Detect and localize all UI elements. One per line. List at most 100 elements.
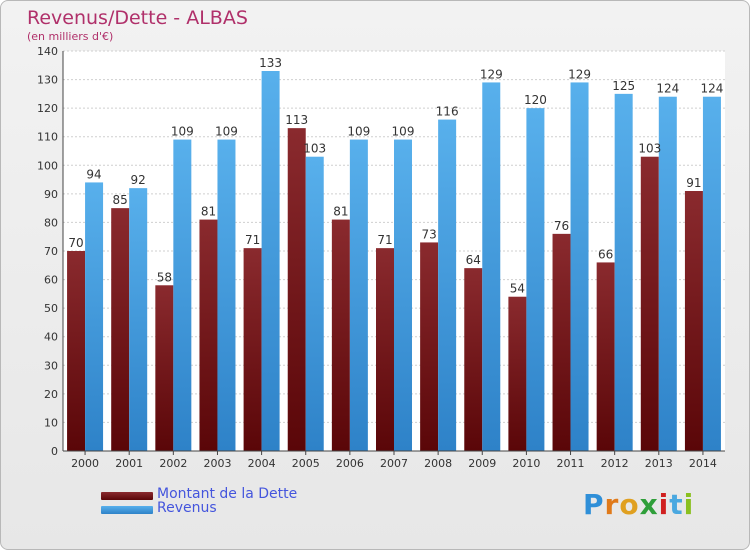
bar-debt-2005 — [287, 128, 306, 451]
y-tick-label: 10 — [44, 416, 58, 429]
value-label-debt-2012: 66 — [598, 247, 613, 261]
y-tick-label: 60 — [44, 274, 58, 287]
bar-debt-2012 — [596, 262, 615, 451]
x-tick-label-2002: 2002 — [159, 457, 187, 470]
logo-letter: x — [639, 488, 659, 521]
value-label-debt-2001: 85 — [113, 193, 128, 207]
legend-swatch-revenus — [101, 506, 153, 514]
x-tick-label-2010: 2010 — [512, 457, 540, 470]
bar-revenus-2009 — [482, 82, 501, 451]
bar-revenus-2000 — [85, 182, 104, 451]
value-label-revenus-2008: 116 — [436, 105, 459, 119]
value-label-debt-2002: 58 — [157, 270, 172, 284]
x-tick-label-2000: 2000 — [71, 457, 99, 470]
y-tick-label: 120 — [37, 102, 58, 115]
value-label-revenus-2007: 109 — [392, 125, 415, 139]
value-label-debt-2007: 71 — [377, 233, 392, 247]
bar-debt-2003 — [199, 219, 218, 451]
y-tick-label: 80 — [44, 216, 58, 229]
y-tick-label: 40 — [44, 331, 58, 344]
bar-revenus-2010 — [526, 108, 545, 452]
value-label-revenus-2013: 124 — [656, 82, 679, 96]
value-label-revenus-2012: 125 — [612, 79, 635, 93]
bar-revenus-2011 — [570, 82, 589, 451]
value-label-revenus-2011: 129 — [568, 67, 591, 81]
bar-debt-2002 — [155, 285, 174, 451]
bar-debt-2014 — [684, 191, 703, 451]
x-tick-label-2001: 2001 — [115, 457, 143, 470]
y-tick-label: 140 — [37, 45, 58, 58]
bar-debt-2011 — [552, 233, 571, 451]
value-label-debt-2003: 81 — [201, 205, 216, 219]
bar-revenus-2013 — [658, 96, 677, 451]
value-label-revenus-2001: 92 — [131, 173, 146, 187]
x-tick-label-2009: 2009 — [468, 457, 496, 470]
value-label-revenus-2010: 120 — [524, 93, 547, 107]
x-tick-label-2008: 2008 — [424, 457, 452, 470]
x-tick-label-2013: 2013 — [645, 457, 673, 470]
y-tick-label: 90 — [44, 188, 58, 201]
chart-subtitle: (en milliers d'€) — [27, 30, 114, 43]
x-tick-label-2004: 2004 — [248, 457, 276, 470]
bar-debt-2010 — [508, 296, 527, 451]
bar-revenus-2012 — [614, 93, 633, 451]
y-tick-label: 0 — [51, 445, 58, 458]
logo-letter: i — [658, 488, 670, 521]
value-label-debt-2000: 70 — [68, 236, 83, 250]
bar-debt-2009 — [464, 268, 483, 451]
y-tick-label: 70 — [44, 245, 58, 258]
bar-debt-2008 — [420, 242, 439, 451]
value-label-revenus-2003: 109 — [215, 125, 238, 139]
bar-revenus-2004 — [261, 71, 280, 451]
bar-debt-2004 — [243, 248, 262, 451]
bar-debt-2001 — [111, 208, 130, 451]
logo-letter: o — [619, 488, 640, 521]
value-label-revenus-2014: 124 — [700, 82, 723, 96]
chart-title: Revenus/Dette - ALBAS — [27, 7, 248, 29]
bar-revenus-2003 — [217, 139, 236, 452]
x-tick-label-2014: 2014 — [689, 457, 717, 470]
value-label-debt-2006: 81 — [333, 205, 348, 219]
bar-revenus-2005 — [305, 156, 324, 451]
legend-label-debt: Montant de la Dette — [157, 486, 298, 502]
logo-letter: r — [604, 488, 620, 521]
value-label-revenus-2004: 133 — [259, 56, 282, 70]
value-label-debt-2010: 54 — [510, 282, 525, 296]
value-label-debt-2011: 76 — [554, 219, 569, 233]
logo-letter: i — [683, 488, 695, 521]
y-tick-label: 20 — [44, 388, 58, 401]
x-tick-label-2003: 2003 — [203, 457, 231, 470]
bar-revenus-2008 — [438, 119, 457, 452]
y-tick-label: 130 — [37, 74, 58, 87]
y-tick-label: 100 — [37, 159, 58, 172]
x-tick-label-2005: 2005 — [292, 457, 320, 470]
value-label-debt-2014: 91 — [686, 176, 701, 190]
value-label-debt-2008: 73 — [421, 227, 436, 241]
value-label-debt-2004: 71 — [245, 233, 260, 247]
y-tick-label: 110 — [37, 131, 58, 144]
proxiti-logo: Proxiti — [583, 488, 694, 521]
bar-revenus-2002 — [173, 139, 192, 452]
logo-letter: t — [669, 488, 684, 521]
x-tick-label-2011: 2011 — [557, 457, 585, 470]
x-tick-label-2012: 2012 — [601, 457, 629, 470]
legend-label-revenus: Revenus — [157, 500, 217, 516]
x-tick-label-2007: 2007 — [380, 457, 408, 470]
logo-letter: P — [583, 488, 605, 521]
bar-revenus-2014 — [702, 96, 721, 451]
value-label-revenus-2000: 94 — [86, 167, 101, 181]
bar-debt-2006 — [331, 219, 350, 451]
value-label-revenus-2006: 109 — [347, 125, 370, 139]
bar-debt-2007 — [376, 248, 394, 451]
bar-revenus-2007 — [394, 139, 412, 452]
bar-debt-2013 — [640, 156, 659, 451]
value-label-debt-2009: 64 — [466, 253, 481, 267]
value-label-debt-2013: 103 — [638, 142, 661, 156]
bar-revenus-2001 — [129, 188, 148, 451]
y-tick-label: 30 — [44, 359, 58, 372]
value-label-revenus-2002: 109 — [171, 125, 194, 139]
x-tick-label-2006: 2006 — [336, 457, 364, 470]
value-label-revenus-2005: 103 — [303, 142, 326, 156]
